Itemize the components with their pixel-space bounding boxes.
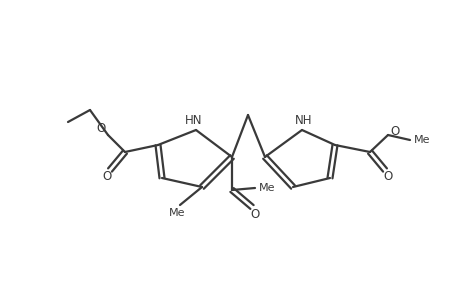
Text: Me: Me — [413, 135, 429, 145]
Text: NH: NH — [295, 113, 312, 127]
Text: HN: HN — [185, 113, 202, 127]
Text: O: O — [382, 170, 392, 184]
Text: Me: Me — [258, 183, 274, 193]
Text: Me: Me — [168, 208, 185, 218]
Text: O: O — [102, 170, 112, 184]
Text: O: O — [390, 124, 399, 137]
Text: O: O — [250, 208, 259, 220]
Text: O: O — [96, 122, 106, 134]
